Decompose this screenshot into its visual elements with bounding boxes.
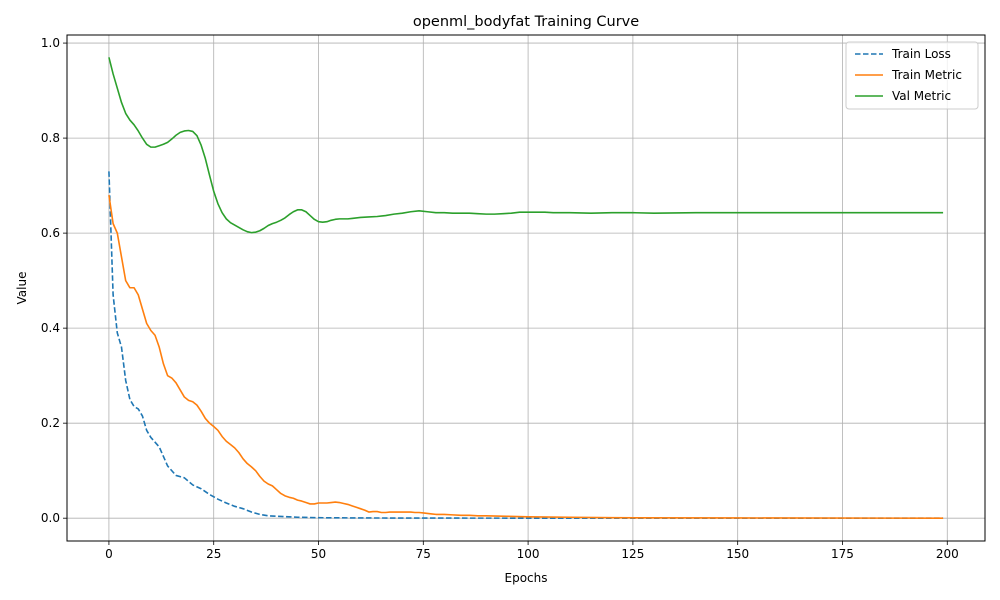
series-line-val-metric [108, 57, 944, 234]
x-tick-label: 200 [936, 547, 959, 561]
y-tick-label: 0.0 [41, 511, 60, 525]
chart-title: openml_bodyfat Training Curve [413, 14, 639, 30]
plot-frame [66, 34, 986, 542]
x-tick-label: 25 [206, 547, 221, 561]
y-tick-label: 0.6 [41, 226, 60, 240]
y-tick-label: 0.2 [41, 416, 60, 430]
legend-label-train-loss: Train Loss [891, 47, 951, 61]
x-tick-label: 100 [517, 547, 540, 561]
x-tick-label: 50 [311, 547, 326, 561]
series-line-train-loss [108, 171, 944, 519]
x-tick-label: 75 [416, 547, 431, 561]
x-tick-label: 175 [831, 547, 854, 561]
legend-label-val-metric: Val Metric [892, 89, 951, 103]
legend: Train Loss Train Metric Val Metric [845, 41, 979, 110]
plot-lines [108, 57, 944, 519]
legend-box [845, 41, 979, 110]
y-tick-label: 0.4 [41, 321, 60, 335]
x-axis-label: Epochs [505, 571, 548, 585]
x-tick-label: 0 [105, 547, 113, 561]
legend-label-train-metric: Train Metric [891, 68, 962, 82]
axis-ticks: 0 25 50 75 100 125 150 175 200 0.0 0.2 0.4 0.6 0.8 1.0 [41, 36, 959, 561]
y-axis-label: Value [15, 272, 29, 305]
y-tick-label: 0.8 [41, 131, 60, 145]
y-tick-label: 1.0 [41, 36, 60, 50]
x-tick-label: 150 [726, 547, 749, 561]
x-tick-label: 125 [621, 547, 644, 561]
series-line-train-metric [108, 194, 944, 519]
